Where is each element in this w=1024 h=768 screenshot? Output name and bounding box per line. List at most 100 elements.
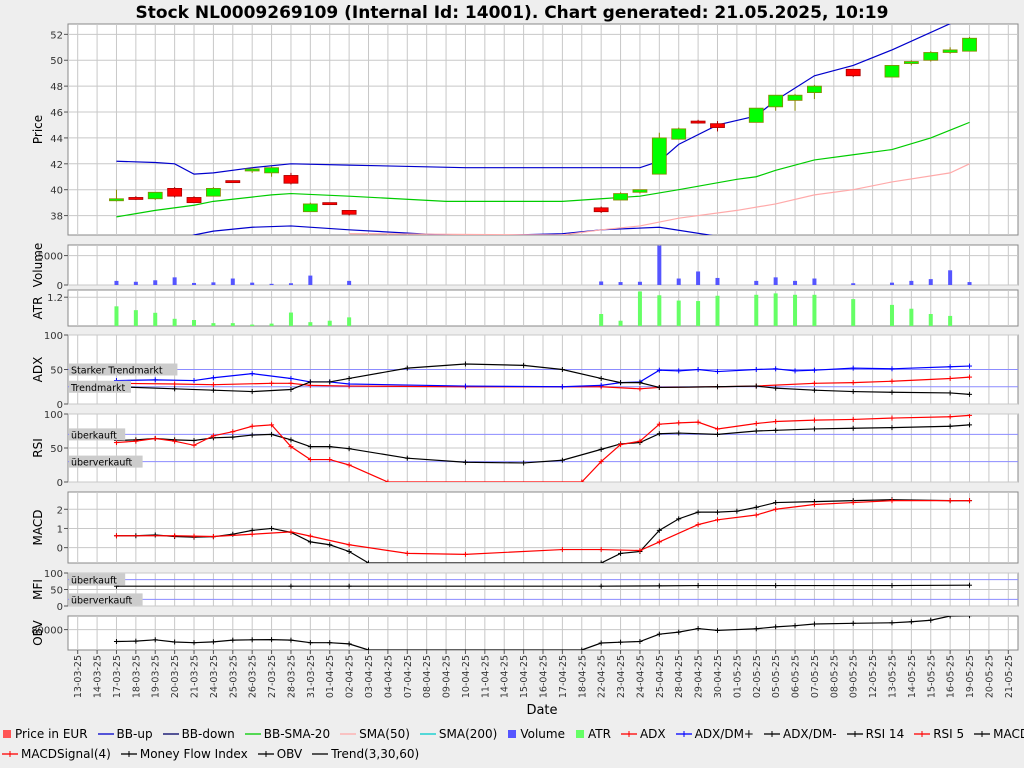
legend-item: BB-down	[162, 727, 235, 741]
y-axis-label: MACD	[31, 510, 45, 546]
x-tick-label: 08-05-25	[829, 655, 840, 698]
legend-item: Trend(3,30,60)	[312, 747, 419, 761]
threshold-label: überkauft	[71, 430, 117, 441]
series-macdsignal-4-	[113, 498, 973, 557]
x-tick-label: 13-03-25	[73, 655, 84, 698]
y-tick-label: 0	[57, 602, 63, 613]
candle-body	[807, 85, 822, 94]
legend-swatch	[620, 731, 637, 737]
legend-item: ATR	[575, 727, 611, 741]
candle-body	[613, 193, 628, 201]
candle-body	[690, 120, 706, 124]
x-tick-label: 20-05-25	[984, 655, 995, 698]
panel-price: 38 40 42 44 46 48 50 52 Price	[31, 23, 1019, 236]
candle-body	[768, 94, 784, 108]
legend-item: Volume	[507, 727, 565, 741]
atr-bar	[618, 320, 623, 326]
x-tick-label: 20-03-25	[170, 655, 181, 698]
y-tick-label: 80000	[31, 626, 63, 637]
atr-bar	[308, 322, 313, 326]
plot-area	[114, 245, 972, 285]
threshold-label-bg	[69, 363, 178, 376]
y-axis-label: ADX	[31, 357, 45, 383]
volume-bar	[192, 282, 197, 285]
x-tick-label: 21-05-25	[1004, 655, 1015, 698]
series-sma-50-	[349, 163, 970, 235]
legend-label: ADX/DM-	[782, 726, 837, 741]
atr-bar	[288, 312, 293, 326]
atr-bar	[599, 314, 604, 326]
atr-bar	[211, 323, 216, 326]
legend-item: OBV	[257, 747, 302, 761]
threshold-label: Starker Trendmarkt	[71, 366, 163, 377]
x-tick-label: 08-04-25	[422, 655, 433, 698]
x-tick-label: 17-04-25	[558, 655, 569, 698]
legend-item: Money Flow Index	[120, 747, 248, 761]
threshold-label-bg	[69, 573, 126, 586]
atr-bar	[928, 314, 933, 326]
candle-body	[651, 137, 667, 175]
threshold-label: Trendmarkt	[70, 383, 125, 394]
x-tick-label: 12-05-25	[868, 655, 879, 698]
candle-body	[283, 175, 299, 184]
legend-row: MACDSignal(4) Money Flow Index OBV Trend(3,…	[2, 746, 429, 766]
legend-label: MACDSignal(4)	[21, 746, 111, 761]
atr-bar	[676, 300, 681, 326]
volume-bar	[153, 280, 158, 285]
legend-swatch	[3, 730, 11, 738]
x-tick-label: 09-04-25	[442, 655, 453, 698]
volume-bar	[676, 278, 681, 285]
y-axis-label: RSI	[31, 438, 45, 458]
y-tick-label: 50	[50, 56, 63, 67]
legend-label: MACD(5,13)	[993, 726, 1024, 741]
volume-bar	[773, 277, 778, 285]
series-line	[116, 424, 970, 464]
x-tick-label: 11-04-25	[480, 655, 491, 698]
y-axis-label: Price	[31, 115, 45, 144]
volume-bar	[308, 275, 313, 285]
atr-bar	[851, 299, 856, 326]
legend-swatch	[120, 751, 137, 757]
legend-label: Trend(3,30,60)	[331, 746, 420, 761]
x-tick-label: 01-04-25	[325, 655, 336, 698]
legend-label: RSI 5	[933, 726, 965, 741]
candle-body	[748, 107, 764, 123]
x-tick-label: 02-05-25	[752, 655, 763, 698]
threshold-label-bg	[69, 593, 143, 606]
threshold-label-bg	[69, 455, 143, 468]
x-tick-label: 19-05-25	[965, 655, 976, 698]
x-tick-label: 01-05-25	[732, 655, 743, 698]
y-tick-label: 100	[44, 569, 63, 580]
series-line	[116, 414, 970, 482]
x-tick-label: 14-05-25	[907, 655, 918, 698]
series-bb-up	[116, 24, 951, 175]
volume-bar	[793, 280, 798, 285]
volume-bar	[288, 283, 293, 285]
x-tick-label: 25-04-25	[655, 655, 666, 698]
atr-bar	[773, 293, 778, 326]
y-axis-label: ATR	[31, 297, 45, 320]
x-tick-label: 14-04-25	[500, 655, 511, 698]
legend-swatch	[312, 753, 329, 755]
volume-bar	[967, 282, 972, 285]
y-axis-label: OBV	[31, 619, 45, 645]
legend-item: BB-up	[97, 727, 153, 741]
candle-body	[302, 203, 318, 213]
legend-row: Price in EUR BB-up BB-down BB-SMA-20 SMA(50)…	[2, 726, 1024, 746]
atr-bar	[715, 295, 720, 326]
candle-body	[206, 187, 221, 197]
x-tick-label: 18-04-25	[577, 655, 588, 698]
legend-label: BB-SMA-20	[263, 726, 331, 741]
y-tick-label: 100	[44, 410, 63, 421]
volume-bar	[347, 280, 352, 285]
legend-swatch	[340, 733, 357, 735]
atr-bar	[347, 317, 352, 326]
volume-bar	[618, 282, 623, 285]
x-tick-label: 14-03-25	[93, 655, 104, 698]
x-tick-label: 21-03-25	[190, 655, 201, 698]
atr-bar	[230, 323, 235, 326]
atr-bar	[637, 291, 642, 326]
volume-bar	[928, 279, 933, 285]
legend-swatch	[97, 733, 114, 735]
